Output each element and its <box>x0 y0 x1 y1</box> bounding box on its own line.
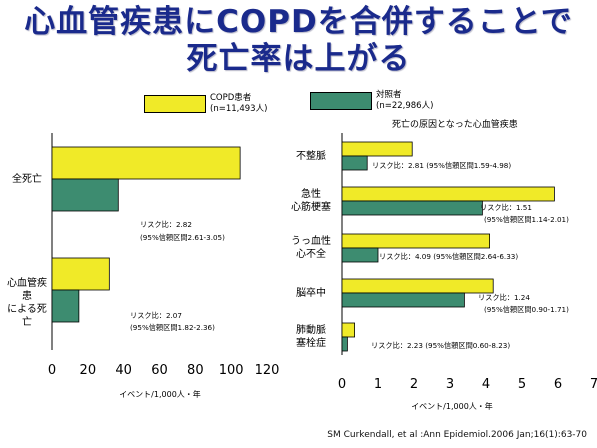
chart2-category-label: うっ血性 心不全 <box>291 236 331 260</box>
chart1-risk-ratio-annotation: リスク比：2.82 <box>140 220 192 229</box>
chart2-x-tick-label: 1 <box>374 377 382 392</box>
chart1-bar-copd <box>51 146 241 180</box>
chart2-x-tick-label: 6 <box>554 377 562 392</box>
chart1-bar-control <box>51 289 80 323</box>
chart2-x-tick-label: 5 <box>518 377 526 392</box>
chart2-x-tick-label: 2 <box>410 377 418 392</box>
chart2-bar-control <box>341 292 465 308</box>
chart1-risk-ratio-annotation: リスク比：2.07 <box>130 311 182 320</box>
chart1-x-axis-label: イベント/1,000人・年 <box>119 389 201 399</box>
chart2-risk-ratio-annotation: リスク比：1.24 <box>478 293 530 302</box>
chart1-risk-ratio-annotation: (95%信頼区間1.82-2.36) <box>130 323 215 332</box>
chart2-x-axis-label: イベント/1,000人・年 <box>411 401 493 411</box>
chart2-bar-copd <box>341 186 555 202</box>
chart1-x-tick-label: 100 <box>219 363 244 378</box>
chart2-risk-ratio-annotation: リスク比：2.81 (95%信頼区間1.59-4.98) <box>372 161 511 170</box>
chart1-x-tick-label: 120 <box>255 363 280 378</box>
page-title-line1: 心血管疾患にCOPDを合併することで <box>24 4 573 40</box>
chart2-category-label: 不整脈 <box>296 150 326 162</box>
chart2-risk-ratio-annotation: リスク比：2.23 (95%信頼区間0.60-8.23) <box>371 341 510 350</box>
chart2-category-label: 肺動脈 塞栓症 <box>296 325 326 349</box>
chart1-category-label: 心血管疾患 による死亡 <box>7 278 47 328</box>
chart1-x-tick-label: 60 <box>151 363 168 378</box>
chart1-x-tick-label: 80 <box>187 363 204 378</box>
chart2-bar-copd <box>341 322 356 338</box>
legend-control-label: 対照者 (n=22,986人) <box>376 90 434 111</box>
chart2-risk-ratio-annotation: リスク比：1.51 <box>480 203 532 212</box>
chart1-category-label: 全死亡 <box>12 173 42 185</box>
legend-copd-label: COPD患者 (n=11,493人) <box>210 93 268 114</box>
chart2-bar-control <box>341 155 368 171</box>
legend-control-swatch <box>310 92 372 110</box>
chart2-bar-control <box>341 336 348 352</box>
chart2-x-tick-label: 0 <box>338 377 346 392</box>
chart1-x-tick-label: 40 <box>115 363 132 378</box>
page-title-line2: 死亡率は上がる <box>186 41 411 77</box>
chart2-risk-ratio-annotation: リスク比：4.09 (95%信頼区間2.64-6.33) <box>379 252 518 261</box>
chart2-bar-copd <box>341 278 494 294</box>
chart1-risk-ratio-annotation: (95%信頼区間2.61-3.05) <box>140 233 225 242</box>
chart1-bar-copd <box>51 257 110 291</box>
chart2-x-tick-label: 4 <box>482 377 490 392</box>
chart2-x-tick-label: 3 <box>446 377 454 392</box>
chart2-bar-copd <box>341 233 491 249</box>
chart1-bar-control <box>51 178 119 212</box>
chart2-risk-ratio-annotation: (95%信頼区間1.14-2.01) <box>484 215 569 224</box>
chart2-x-tick-label: 7 <box>590 377 597 392</box>
chart2-bar-control <box>341 247 379 263</box>
chart1-x-tick-label: 20 <box>80 363 97 378</box>
chart2-risk-ratio-annotation: (95%信頼区間0.90-1.71) <box>484 305 569 314</box>
chart2-category-label: 急性 心筋梗塞 <box>291 189 331 213</box>
citation: SM Curkendall, et al :Ann Epidemiol.2006… <box>327 430 587 440</box>
chart2-bar-control <box>341 200 483 216</box>
legend-copd-swatch <box>144 95 206 113</box>
chart2-bar-copd <box>341 141 413 157</box>
chart1-x-tick-label: 0 <box>48 363 56 378</box>
right-chart-subtitle: 死亡の原因となった心血管疾患 <box>392 120 518 130</box>
chart2-category-label: 脳卒中 <box>296 287 326 299</box>
